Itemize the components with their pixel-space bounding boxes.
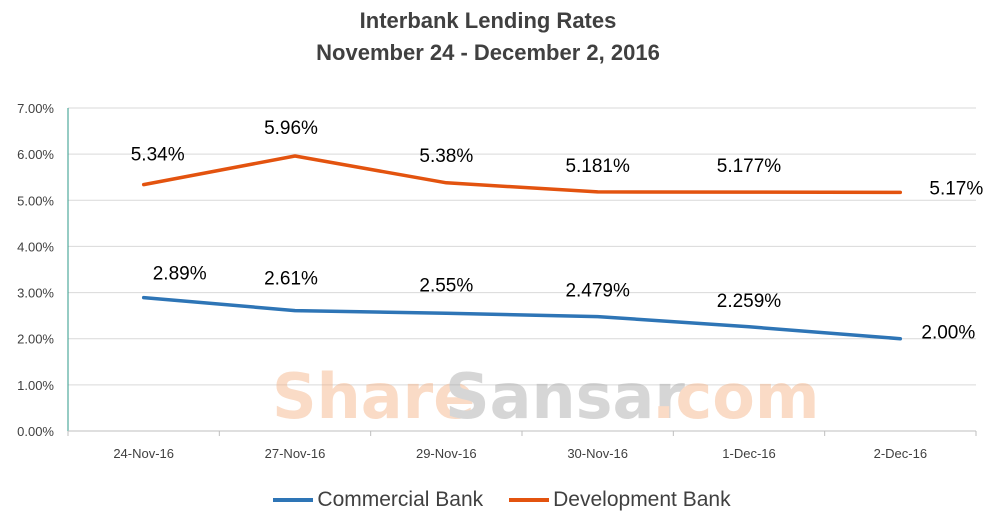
svg-text:.com: .com (652, 360, 820, 433)
chart-title: Interbank Lending Rates (359, 8, 617, 33)
series-line-development-bank (141, 154, 903, 195)
x-tick-label: 2-Dec-16 (874, 446, 927, 461)
x-tick-label: 29-Nov-16 (416, 446, 477, 461)
x-tick-label: 30-Nov-16 (567, 446, 628, 461)
data-label: 2.61% (264, 269, 318, 290)
data-label: 5.34% (131, 145, 185, 166)
svg-text:Share: Share (272, 360, 475, 433)
y-tick-label: 3.00% (17, 286, 54, 301)
legend-swatch-development (509, 498, 550, 502)
data-label: 5.96% (264, 118, 318, 139)
y-tick-label: 5.00% (17, 193, 54, 208)
gridlines (68, 107, 976, 386)
axes (67, 108, 977, 436)
x-tick-label: 1-Dec-16 (722, 446, 775, 461)
data-label: 2.55% (419, 275, 473, 296)
data-label: 5.181% (565, 156, 630, 177)
y-tick-label: 1.00% (17, 378, 54, 393)
y-tick-label: 6.00% (17, 147, 54, 162)
legend-swatch-commercial (273, 498, 314, 502)
data-labels: 2.89% 2.61% 2.55% 2.479% 2.259% 2.00% 5.34% 5.9… (131, 118, 984, 344)
legend-label: Commercial Bank (317, 488, 484, 511)
data-label: 5.17% (929, 178, 983, 199)
legend-item-development-bank[interactable]: Development Bank (509, 488, 731, 512)
y-tick-label: 7.00% (17, 101, 54, 116)
y-tick-label: 4.00% (17, 239, 54, 254)
x-tick-label: 27-Nov-16 (265, 446, 326, 461)
x-tick-label: 24-Nov-16 (113, 446, 174, 461)
legend-item-commercial-bank[interactable]: Commercial Bank (273, 488, 483, 512)
y-axis-tick-labels: 0.00% 1.00% 2.00% 3.00% 4.00% 5.00% 6.00% 7.00% (17, 101, 54, 439)
watermark: Share Sansar .com (272, 360, 820, 433)
data-label: 2.89% (153, 264, 207, 285)
data-label: 5.177% (717, 156, 782, 177)
series-line-commercial-bank (141, 295, 903, 341)
legend: Commercial Bank Development Bank (0, 488, 1004, 512)
x-axis-tick-labels: 24-Nov-16 27-Nov-16 29-Nov-16 30-Nov-16 1-De… (113, 446, 927, 461)
chart-subtitle: November 24 - December 2, 2016 (316, 40, 660, 65)
y-tick-label: 0.00% (17, 424, 54, 439)
legend-label: Development Bank (553, 488, 731, 511)
series-lines (141, 154, 903, 341)
data-label: 2.479% (565, 281, 630, 302)
y-tick-label: 2.00% (17, 332, 54, 347)
data-label: 5.38% (419, 146, 473, 167)
data-label: 2.00% (921, 323, 975, 344)
data-label: 2.259% (717, 291, 782, 312)
svg-text:Sansar: Sansar (445, 360, 685, 433)
